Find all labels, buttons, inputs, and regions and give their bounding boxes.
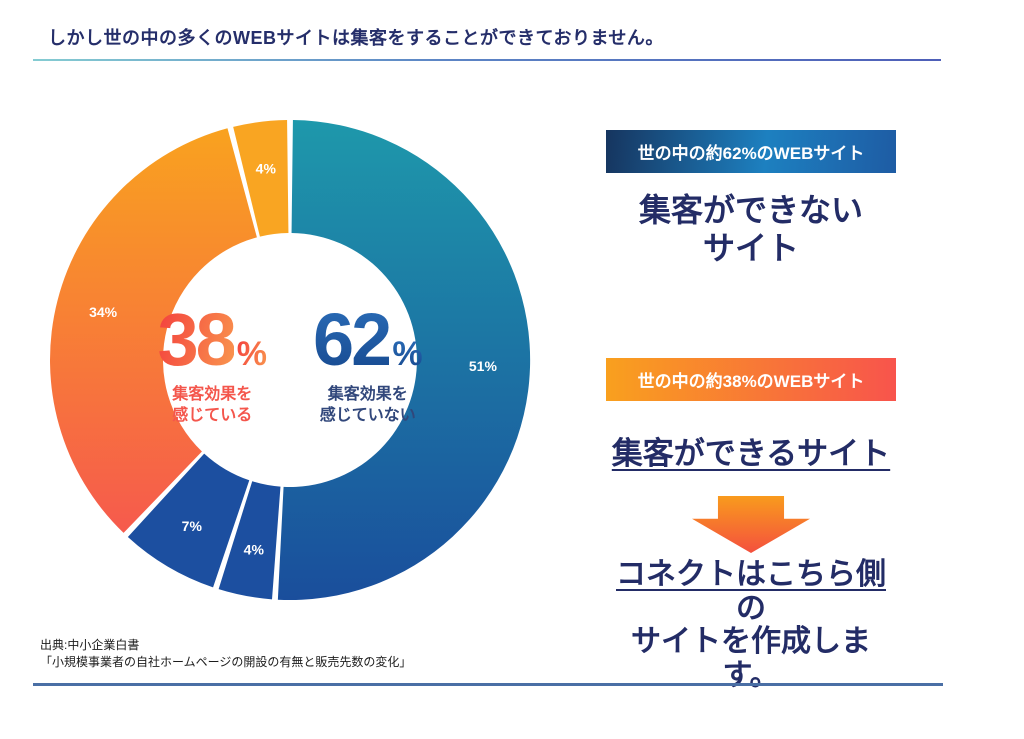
donut-segment-label: 34%: [89, 304, 118, 320]
conclusion-line1-rest: の: [736, 591, 766, 625]
donut-segment-0: [277, 120, 531, 601]
donut-segment-1: [218, 481, 281, 600]
headline-cannot-attract-line2: サイト: [702, 229, 799, 266]
source-citation: 出典:中小企業白書 「小規模事業者の自社ホームページの開設の有無と販売先数の変化…: [40, 637, 411, 672]
badge-62-websites: 世の中の約62%のWEBサイト: [606, 130, 896, 173]
headline-cannot-attract: 集客ができない サイト: [606, 192, 896, 268]
source-line1: 出典:中小企業白書: [40, 638, 140, 652]
donut-segment-label: 4%: [244, 542, 265, 558]
donut-segment-2: [127, 453, 250, 588]
conclusion-line2: サイトを作成します。: [631, 625, 871, 692]
right-panel: 世の中の約62%のWEBサイト 集客ができない サイト 世の中の約38%のWEB…: [606, 130, 896, 692]
donut-segment-label: 51%: [469, 358, 498, 374]
page-title: しかし世の中の多くのWEBサイトは集客をすることができておりません。: [48, 28, 664, 48]
top-divider: [33, 59, 941, 61]
conclusion-line1-underlined: コネクトはこちら側: [616, 558, 886, 591]
conclusion-text: コネクトはこちら側の サイトを作成します。: [606, 558, 896, 692]
badge-38-websites: 世の中の約38%のWEBサイト: [606, 358, 896, 401]
donut-svg: 51% 4% 7% 34% 4%: [50, 120, 531, 601]
donut-segment-3: [50, 128, 257, 533]
donut-segment-4: [233, 120, 289, 237]
headline-cannot-attract-line1: 集客ができない: [638, 192, 863, 228]
source-line2: 「小規模事業者の自社ホームページの開設の有無と販売先数の変化」: [40, 655, 412, 670]
donut-chart: 51% 4% 7% 34% 4% 38 % 集客効果を 感じている 62 % 集客効: [48, 118, 532, 602]
bottom-divider: [33, 683, 943, 686]
donut-segment-label: 4%: [256, 161, 277, 177]
down-arrow-icon: [692, 496, 810, 553]
headline-can-attract: 集客ができるサイト: [606, 436, 896, 473]
headline-can-attract-text: 集客ができるサイト: [611, 436, 891, 471]
donut-segment-label: 7%: [182, 518, 203, 534]
